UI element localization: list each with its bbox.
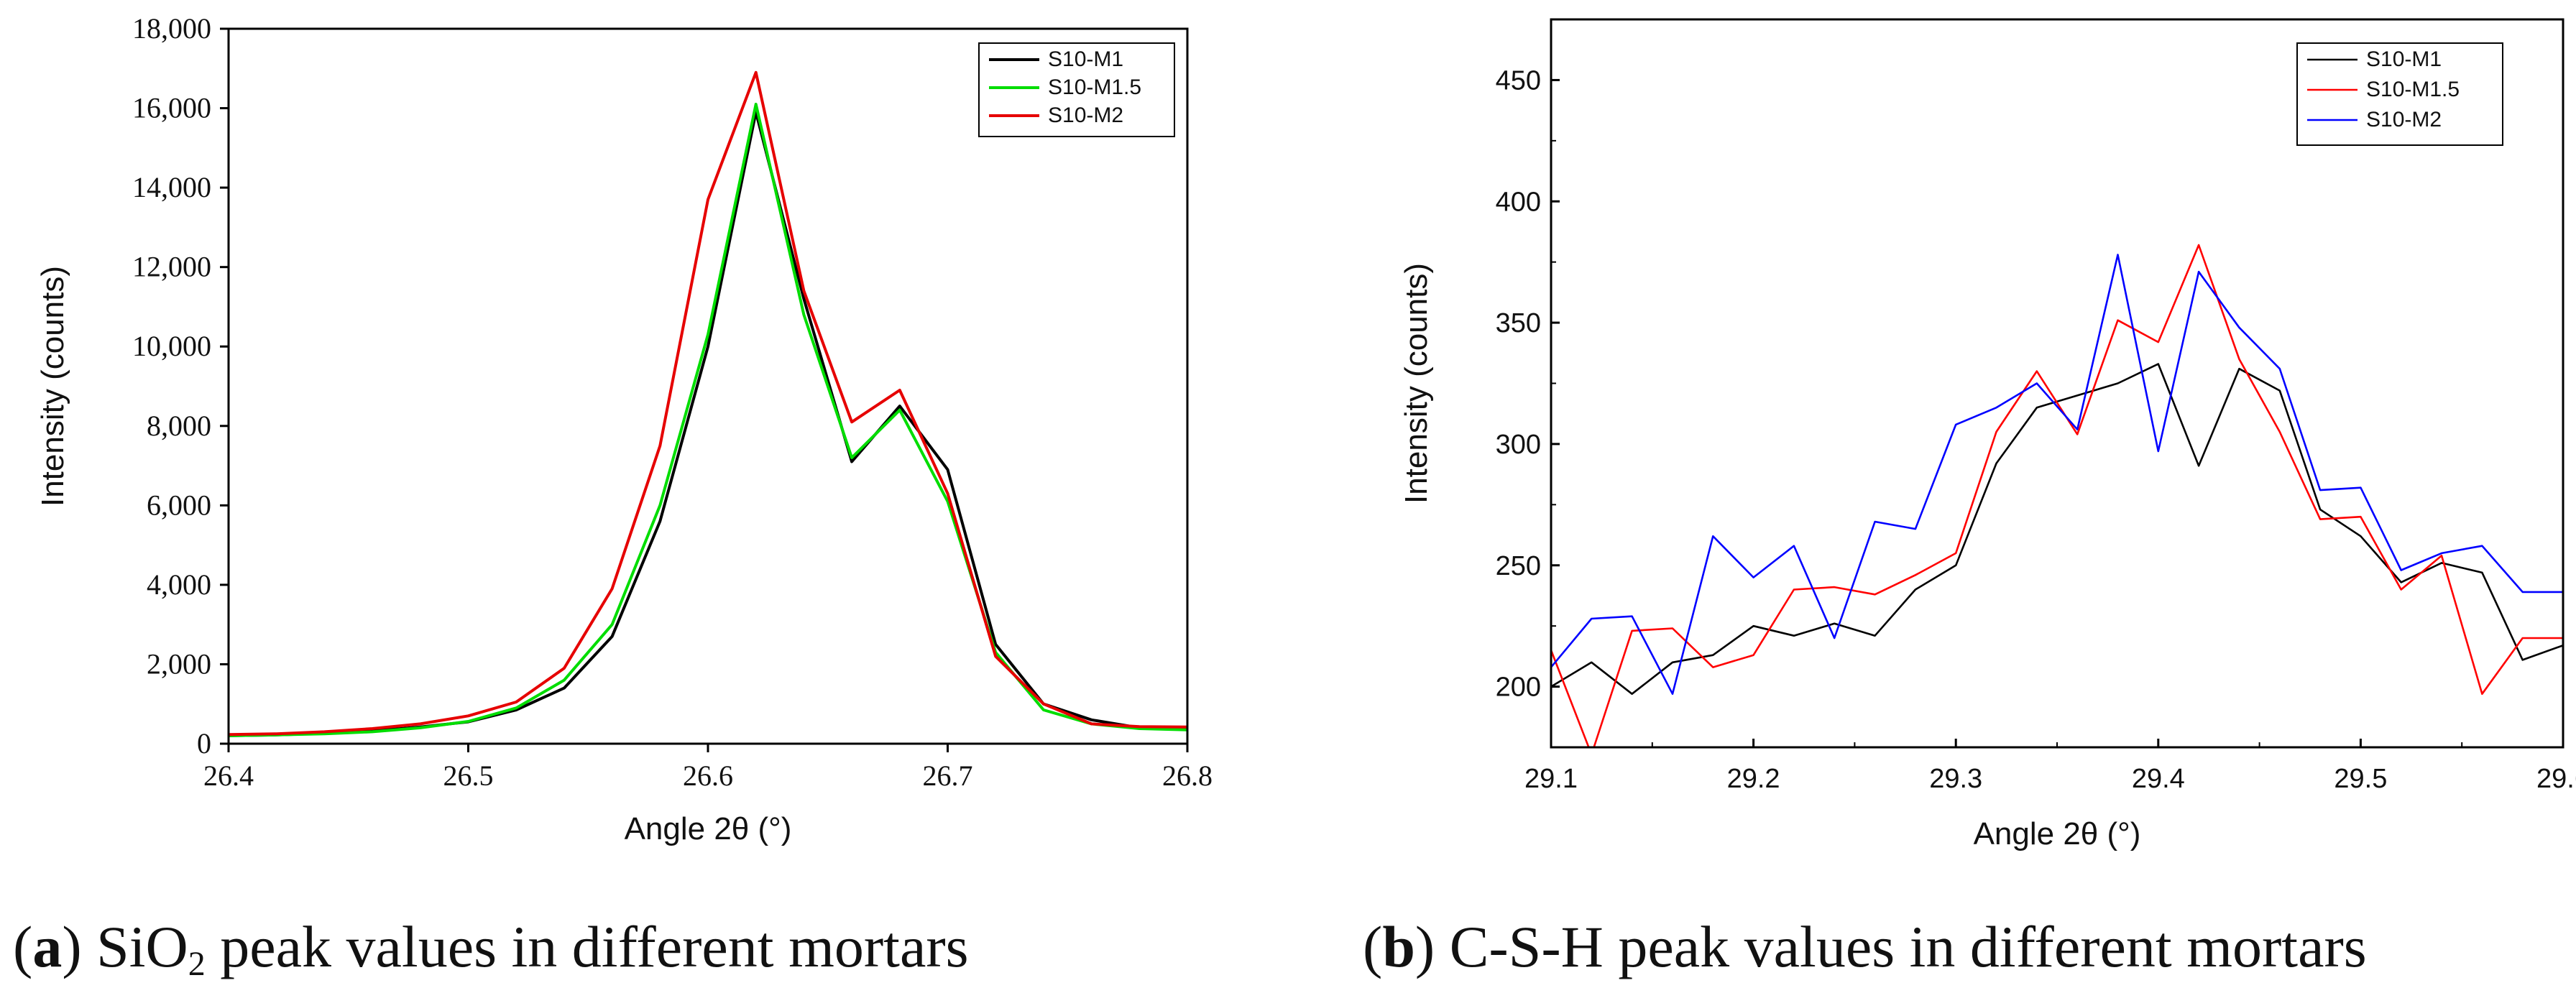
chart-b-x-tick-label: 29.2 <box>1727 764 1780 794</box>
chart-b-y-tick-label: 450 <box>1496 65 1541 96</box>
chart-a-legend-box <box>978 42 1175 137</box>
chart-a-x-tick-label: 26.5 <box>443 760 494 792</box>
chart-a-x-tick-label: 26.8 <box>1162 760 1213 792</box>
chart-b-series-line-2 <box>1551 244 2563 747</box>
chart-a-caption-letter: a <box>32 914 62 979</box>
chart-b-series-group <box>1551 244 2563 747</box>
chart-a-y-ticks: 0 2,000 4,000 6,000 8,000 10,000 12,000 14,000 1… <box>132 12 229 760</box>
chart-b-caption-text: C-S-H peak values in different mortars <box>1435 914 2366 979</box>
chart-a-y-tick-label: 8,000 <box>147 410 211 442</box>
chart-a-caption-prefix: SiO <box>96 914 188 979</box>
chart-panel-a: 26.4 26.5 26.6 26.7 26.8 0 2,000 4,000 6,000 8,0… <box>13 12 1213 983</box>
chart-a-caption: (a) SiO2 peak values in different mortar… <box>13 914 969 983</box>
chart-b-series-line-1 <box>1551 363 2563 696</box>
chart-a-y-tick-label: 12,000 <box>132 251 211 283</box>
chart-a-caption-text: peak values in different mortars <box>206 914 969 979</box>
chart-a-y-tick-label: 2,000 <box>147 647 211 680</box>
chart-b-caption-letter: b <box>1382 914 1415 979</box>
chart-a-series-group <box>229 70 1187 737</box>
chart-a-y-tick-label: 16,000 <box>132 92 211 124</box>
chart-b-series-line-3 <box>1551 254 2563 696</box>
chart-b-legend: S10-M1 S10-M1.5 S10-M2 <box>2296 42 2503 146</box>
chart-b-x-tick-label: 29.6 <box>2536 764 2576 794</box>
chart-b-x-tick-label: 29.1 <box>1524 764 1578 794</box>
chart-a-y-tick-label: 0 <box>197 727 211 760</box>
chart-b-x-tick-label: 29.3 <box>1929 764 1982 794</box>
chart-a-series-line-2 <box>229 103 1187 737</box>
chart-a-legend-label-1: S10-M1 <box>1048 47 1123 71</box>
chart-b-y-tick-label: 400 <box>1496 187 1541 217</box>
chart-a-y-tick-label: 10,000 <box>132 330 211 362</box>
chart-a-y-tick-label: 14,000 <box>132 171 211 203</box>
chart-b-y-tick-label: 250 <box>1496 551 1541 581</box>
chart-b-y-axis-label: Intensity (counts) <box>1399 263 1434 504</box>
chart-b-y-tick-label: 200 <box>1496 673 1541 703</box>
chart-panel-b: 29.1 29.2 29.3 29.4 29.5 29.6 200 250 300 350 400… <box>1363 18 2576 979</box>
chart-b-caption: (b) C-S-H peak values in different morta… <box>1363 914 2367 979</box>
chart-b-y-tick-label: 300 <box>1496 430 1541 460</box>
chart-a-legend-label-3: S10-M2 <box>1048 103 1123 127</box>
chart-a-legend-label-2: S10-M1.5 <box>1048 75 1141 99</box>
chart-a-series-line-3 <box>229 70 1187 737</box>
chart-b-x-axis-label: Angle 2θ (°) <box>1974 816 2141 851</box>
chart-b-y-tick-label: 350 <box>1496 308 1541 338</box>
chart-b-x-tick-label: 29.5 <box>2334 764 2387 794</box>
chart-a-y-axis-label: Intensity (counts) <box>35 266 70 507</box>
chart-b-x-ticks: 29.1 29.2 29.3 29.4 29.5 29.6 <box>1524 739 2576 794</box>
chart-b-legend-label-3: S10-M2 <box>2366 108 2442 131</box>
chart-a-legend: S10-M1 S10-M1.5 S10-M2 <box>978 42 1175 137</box>
chart-a-y-tick-label: 18,000 <box>132 12 211 45</box>
chart-b-y-ticks: 200 250 300 350 400 450 <box>1496 65 1560 703</box>
chart-a-y-tick-label: 6,000 <box>147 489 211 521</box>
chart-a-x-tick-label: 26.6 <box>683 760 733 792</box>
chart-a-x-axis-label: Angle 2θ (°) <box>625 811 792 846</box>
chart-a-x-ticks: 26.4 26.5 26.6 26.7 26.8 <box>203 744 1213 792</box>
chart-a-caption-subscript: 2 <box>188 945 206 983</box>
chart-a-x-tick-label: 26.4 <box>203 760 254 792</box>
chart-b-legend-label-1: S10-M1 <box>2366 47 2442 71</box>
chart-b-x-tick-label: 29.4 <box>2132 764 2185 794</box>
chart-a-y-tick-label: 4,000 <box>147 568 211 601</box>
chart-b-legend-label-2: S10-M1.5 <box>2366 78 2460 101</box>
chart-a-x-tick-label: 26.7 <box>923 760 973 792</box>
